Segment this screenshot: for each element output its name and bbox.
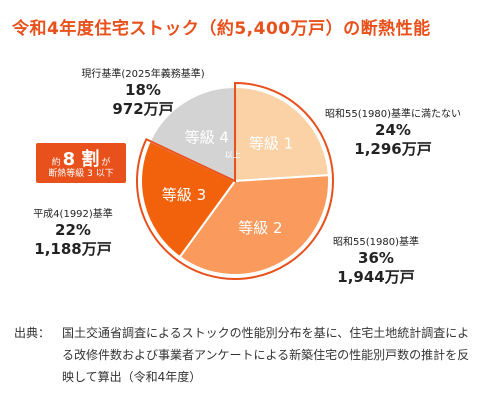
slice-label-grade-2: 昭和55(1980)基準 36% 1,944万戸	[316, 236, 436, 287]
slice-grade-label: 等級 4	[185, 129, 229, 147]
percent-label: 18%	[125, 81, 161, 99]
slice-sub-label: 以上	[225, 151, 241, 160]
slice-labels: 等級 1 等級 2 等級 3 等級 4 以上	[162, 129, 293, 238]
slice-grade-label: 等級 3	[162, 186, 206, 204]
highlight-arc	[136, 81, 334, 280]
chart-title: 令和4年度住宅ストック（約5,400万戸）の断熱性能	[12, 19, 431, 39]
category-label: 昭和55(1980)基準	[333, 237, 419, 248]
percent-label: 36%	[358, 249, 394, 267]
percent-label: 22%	[55, 221, 91, 239]
callout-big-text: 8 割	[62, 149, 100, 170]
callout-suffix: が	[101, 158, 111, 168]
slice-label-grade-4: 現行基準(2025年義務基準) 18% 972万戸	[68, 68, 218, 119]
category-label: 平成4(1992)基準	[33, 209, 113, 220]
pie-slice-2	[178, 174, 330, 276]
slice-label-grade-3: 平成4(1992)基準 22% 1,188万戸	[14, 208, 132, 259]
pie-slices	[140, 85, 330, 276]
percent-label: 24%	[375, 121, 411, 139]
count-label: 1,944万戸	[337, 268, 415, 286]
highlight-outline	[136, 81, 334, 280]
slice-grade-label: 等級 1	[249, 135, 293, 153]
category-label: 現行基準(2025年義務基準)	[81, 69, 205, 80]
source-body: 国土交通省調査によるストックの性能別分布を基に、住宅土地統計調査による改修件数お…	[62, 326, 470, 384]
callout-prefix: 約	[51, 158, 61, 168]
callout-subtext: 断熱等級 3 以下	[48, 169, 114, 179]
count-label: 1,188万戸	[34, 240, 112, 258]
pie-slice-1	[234, 85, 330, 183]
pie-slice-4	[148, 85, 236, 183]
slice-label-grade-1: 昭和55(1980)基準に満たない 24% 1,296万戸	[318, 108, 468, 159]
count-label: 1,296万戸	[354, 140, 432, 158]
count-label: 972万戸	[112, 100, 174, 118]
slice-grade-label: 等級 2	[238, 219, 282, 237]
source-head: 出典：	[14, 326, 51, 340]
category-label: 昭和55(1980)基準に満たない	[325, 109, 461, 120]
